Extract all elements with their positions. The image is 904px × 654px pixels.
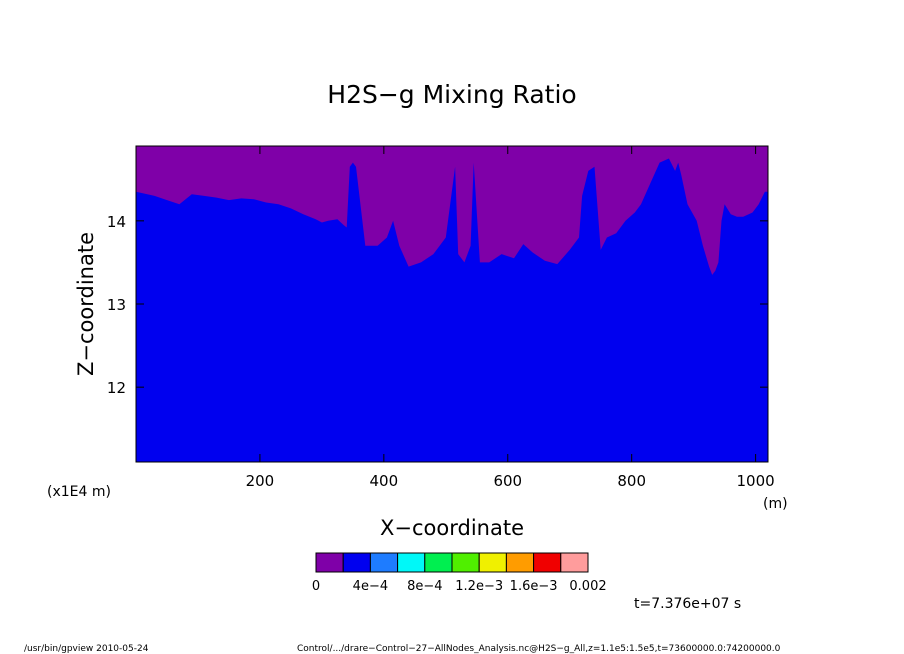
- x-axis-label: X−coordinate: [380, 516, 524, 540]
- colorbar-labels: 0 4e−4 8e−4 1.2e−3 1.6e−3 0.002: [312, 579, 607, 594]
- colorbar-swatch: [424, 552, 453, 573]
- colorbar-label: 4e−4: [353, 579, 388, 594]
- x-tick-label: 600: [493, 472, 522, 490]
- y-ticks: 12 13 14: [107, 213, 768, 397]
- colorbar-swatch: [505, 552, 535, 573]
- colorbar-swatch: [369, 552, 399, 573]
- colorbar-swatch: [315, 552, 344, 573]
- x-axis-unit: (m): [763, 496, 788, 512]
- colorbar-swatch: [533, 552, 562, 573]
- colorbar-label: 1.2e−3: [455, 579, 503, 594]
- y-axis-label: Z−coordinate: [74, 232, 98, 376]
- x-tick-label: 400: [370, 472, 399, 490]
- footer-left: /usr/bin/gpview 2010-05-24: [24, 644, 149, 654]
- colorbar-label: 0: [312, 579, 320, 594]
- colorbar-swatch: [451, 552, 480, 573]
- colorbar-swatch: [342, 552, 371, 573]
- footer-right: Control/.../drare−Control−27−AllNodes_An…: [297, 644, 781, 654]
- colorbar-label: 0.002: [569, 579, 606, 594]
- plot-area: 200 400 600 800 1000 12 13 14: [107, 145, 775, 490]
- colorbar: [315, 552, 589, 573]
- colorbar-swatch: [397, 552, 426, 573]
- colorbar-swatch: [560, 552, 589, 573]
- y-tick-label: 14: [107, 213, 126, 231]
- y-tick-label: 13: [107, 296, 126, 314]
- y-axis-unit: (x1E4 m): [47, 484, 111, 500]
- time-label: t=7.376e+07 s: [634, 596, 741, 612]
- colorbar-label: 8e−4: [407, 579, 442, 594]
- x-tick-label: 1000: [737, 472, 775, 490]
- x-tick-label: 800: [617, 472, 646, 490]
- colorbar-swatch: [478, 552, 507, 573]
- x-tick-label: 200: [246, 472, 275, 490]
- x-ticks: 200 400 600 800 1000: [246, 146, 775, 490]
- region-blue: [136, 158, 768, 462]
- chart-title: H2S−g Mixing Ratio: [327, 80, 576, 109]
- colorbar-label: 1.6e−3: [510, 579, 558, 594]
- y-tick-label: 12: [107, 379, 126, 397]
